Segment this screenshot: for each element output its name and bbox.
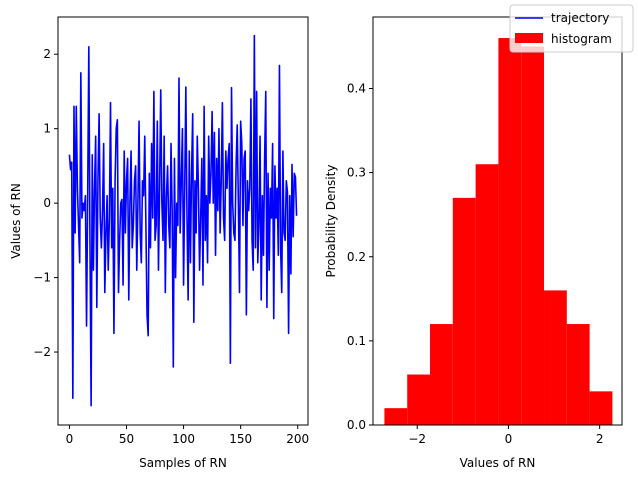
left-y-tick-label-1: −1 — [33, 271, 51, 285]
left-y-tick-label-0: −2 — [33, 345, 51, 359]
trajectory-plot: 0 50 100 150 200 −2 −1 0 1 2 Samples of RN Values… — [9, 16, 309, 470]
left-x-tick-label-2: 100 — [172, 432, 195, 446]
histogram-bar-2 — [430, 324, 453, 425]
legend-histogram-swatch — [515, 33, 543, 43]
right-y-tick-label-4: 0.4 — [347, 82, 366, 96]
histogram-bar-6 — [521, 46, 545, 425]
histogram-bar-8 — [566, 324, 590, 425]
left-y-tick-label-3: 1 — [43, 122, 51, 136]
histogram-bar-5 — [498, 38, 522, 425]
histogram-bar-3 — [452, 197, 476, 425]
histogram-bar-0 — [384, 408, 408, 425]
histogram-y-axis-label: Probability Density — [324, 165, 338, 278]
legend-trajectory-label: trajectory — [551, 11, 609, 25]
left-x-tick-label-0: 0 — [66, 432, 74, 446]
trajectory-line — [68, 34, 298, 407]
histogram-bar-7 — [544, 290, 567, 425]
legend: trajectory histogram — [509, 4, 634, 53]
right-y-tick-label-0: 0.0 — [347, 418, 366, 432]
trajectory-ticks: 0 50 100 150 200 −2 −1 0 1 2 — [33, 47, 309, 446]
right-y-tick-label-3: 0.3 — [347, 166, 366, 180]
left-x-tick-label-1: 50 — [119, 432, 134, 446]
right-x-tick-label-2: 2 — [596, 432, 604, 446]
histogram-x-axis-label: Values of RN — [460, 456, 536, 470]
right-x-tick-label-0: −2 — [408, 432, 426, 446]
left-x-tick-label-4: 200 — [286, 432, 309, 446]
left-x-tick-label-3: 150 — [229, 432, 252, 446]
histogram-plot: −2 0 2 0.0 0.1 0.2 0.3 0.4 Values of RN Probabi… — [324, 16, 623, 470]
trajectory-x-axis-label: Samples of RN — [139, 456, 227, 470]
left-y-tick-label-4: 2 — [43, 47, 51, 61]
trajectory-axes-frame — [57, 16, 309, 426]
histogram-bar-1 — [407, 374, 431, 425]
trajectory-y-axis-label: Values of RN — [9, 183, 23, 259]
right-x-tick-label-1: 0 — [505, 432, 513, 446]
histogram-bar-9 — [589, 391, 613, 425]
right-y-tick-label-2: 0.2 — [347, 250, 366, 264]
histogram-ticks: −2 0 2 0.0 0.1 0.2 0.3 0.4 — [347, 82, 604, 446]
histogram-bar-4 — [475, 164, 499, 425]
left-y-tick-label-2: 0 — [43, 196, 51, 210]
histogram-axes-frame — [372, 16, 623, 426]
histogram-bars — [384, 38, 613, 425]
right-y-tick-label-1: 0.1 — [347, 334, 366, 348]
legend-histogram-label: histogram — [551, 32, 612, 46]
